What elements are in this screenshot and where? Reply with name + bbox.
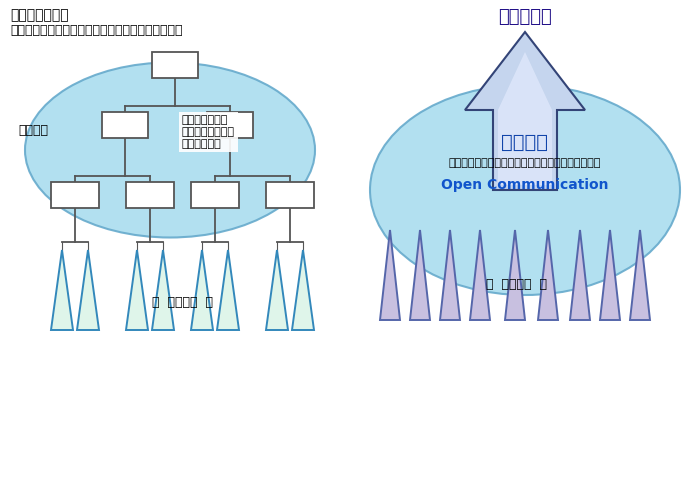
Polygon shape [292,250,314,330]
Polygon shape [152,250,174,330]
Text: ミッション: ミッション [498,8,552,26]
Polygon shape [600,230,620,320]
Text: ー会議による調整ｖｓ情報共有による自律調整ー: ー会議による調整ｖｓ情報共有による自律調整ー [10,24,183,37]
FancyBboxPatch shape [51,182,99,208]
Polygon shape [570,230,590,320]
Polygon shape [470,230,490,320]
FancyBboxPatch shape [266,182,314,208]
Polygon shape [191,250,213,330]
Polygon shape [380,230,400,320]
Polygon shape [410,230,430,320]
Polygon shape [440,230,460,320]
Polygon shape [77,250,99,330]
Ellipse shape [25,62,315,238]
Polygon shape [51,250,73,330]
FancyBboxPatch shape [102,112,148,138]
Polygon shape [538,230,558,320]
Text: 組織の横調整：: 組織の横調整： [10,8,69,22]
Text: Open Communication: Open Communication [441,178,609,192]
FancyBboxPatch shape [126,182,174,208]
FancyBboxPatch shape [207,112,253,138]
Polygon shape [217,250,239,330]
FancyBboxPatch shape [191,182,239,208]
Text: 情報の海: 情報の海 [501,132,549,152]
Polygon shape [465,32,585,190]
Text: ー  実行部隊  ー: ー 実行部隊 ー [153,296,214,308]
Polygon shape [505,230,525,320]
Polygon shape [266,250,288,330]
Polygon shape [498,52,552,185]
Text: 調整部隊: 調整部隊 [18,124,48,136]
Polygon shape [126,250,148,330]
Ellipse shape [370,85,680,295]
Polygon shape [630,230,650,320]
FancyBboxPatch shape [152,52,198,78]
Text: 情報共有と横のコミュニケーションによる自律調整: 情報共有と横のコミュニケーションによる自律調整 [449,158,601,168]
Text: 縦方向コミュニ
ケーションと会議
による横調整: 縦方向コミュニ ケーションと会議 による横調整 [182,116,235,148]
Text: ー  実行部隊  ー: ー 実行部隊 ー [486,278,547,291]
